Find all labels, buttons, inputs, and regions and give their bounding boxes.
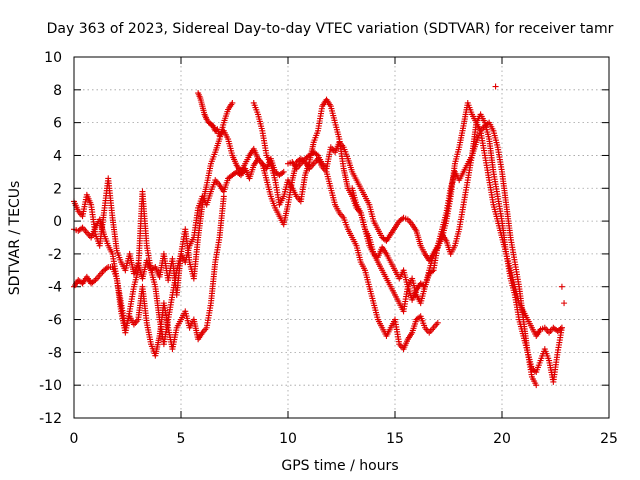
data-point (103, 265, 110, 272)
y-axis-label: SDTVAR / TECUs (7, 181, 23, 296)
plot-frame (73, 56, 610, 419)
data-point (492, 83, 499, 90)
x-tick-label: 25 (600, 431, 618, 447)
x-tick-label: 15 (386, 431, 404, 447)
series-track-a (71, 99, 236, 298)
data-point (429, 268, 436, 275)
y-tick-label: -4 (48, 280, 62, 296)
series-isolated (492, 83, 568, 307)
y-tick-label: -2 (48, 247, 62, 263)
data-points (71, 83, 568, 389)
y-tick-label: 0 (53, 214, 62, 230)
y-tick-label: 2 (53, 181, 62, 197)
data-point (561, 300, 568, 307)
data-point (220, 193, 227, 200)
y-tick-label: 10 (44, 50, 62, 66)
data-point (90, 278, 97, 285)
y-tick-label: 8 (53, 83, 62, 99)
y-tick-label: 4 (53, 148, 62, 164)
chart-title: Day 363 of 2023, Sidereal Day-to-day VTE… (47, 21, 614, 37)
data-point (434, 319, 441, 326)
x-tick-label: 5 (177, 431, 186, 447)
data-point (558, 283, 565, 290)
y-tick-label: 6 (53, 116, 62, 132)
data-point (229, 99, 236, 106)
y-tick-label: -10 (39, 378, 62, 394)
data-point (558, 324, 565, 331)
series-track-g (349, 111, 565, 385)
y-tick-label: -6 (48, 313, 62, 329)
data-point (279, 169, 286, 176)
x-tick-label: 20 (493, 431, 511, 447)
y-tick-label: -8 (48, 345, 62, 361)
series-track-b (71, 155, 287, 348)
data-point (280, 168, 287, 175)
x-tick-label: 10 (279, 431, 297, 447)
data-point (533, 382, 540, 389)
x-axis-label: GPS time / hours (281, 458, 398, 474)
y-tick-label: -12 (39, 411, 62, 427)
data-point (557, 325, 564, 332)
data-point (313, 151, 320, 158)
axis-ticks: -12 -10 -8 -6 -4 -2 0 2 4 6 8 10 0 5 10 15 20 25 (39, 50, 618, 447)
x-tick-label: 0 (70, 431, 79, 447)
series-track-c (71, 193, 227, 359)
